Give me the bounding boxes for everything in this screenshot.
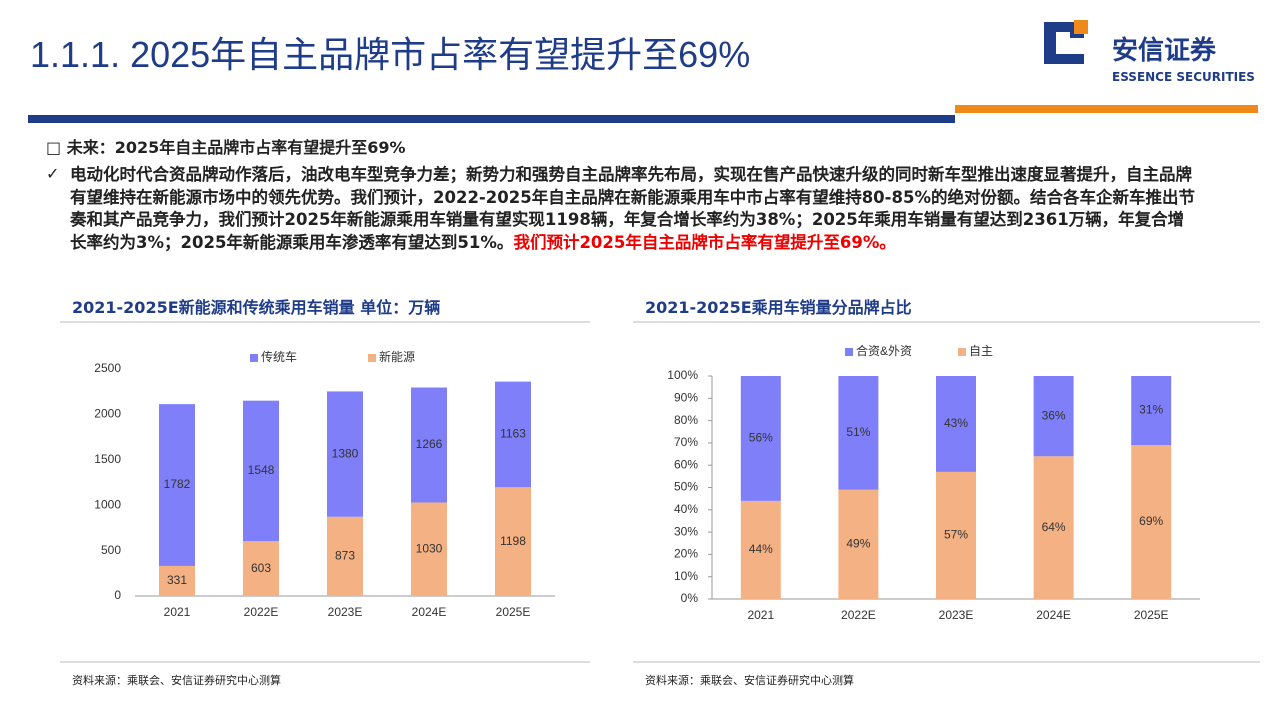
- bar-segment: [327, 516, 363, 596]
- logo-en: ESSENCE SECURITIES: [1112, 70, 1255, 84]
- y-tick-label: 60%: [674, 457, 698, 471]
- x-tick-label: 2022E: [244, 605, 279, 619]
- bar-segment: [838, 489, 879, 599]
- logo-cn: 安信证券: [1112, 36, 1217, 66]
- bar-segment: [740, 376, 781, 501]
- chart-source: 资料来源：乘联会、安信证券研究中心测算: [72, 674, 281, 687]
- legend-label: 自主: [969, 344, 993, 358]
- data-label: 36%: [1042, 408, 1066, 422]
- y-tick-label: 30%: [674, 524, 698, 538]
- rule-orange: [955, 105, 1258, 113]
- bar-segment: [243, 400, 279, 542]
- bullet-text: 电动化时代合资品牌动作落后，油改电车型竞争力差；新势力和强势自主品牌率先布局，实…: [70, 164, 1195, 254]
- chart-title: 2021-2025E新能源和传统乘用车销量 单位：万辆: [72, 298, 441, 317]
- bar-segment: [159, 565, 195, 596]
- data-label: 873: [335, 549, 355, 563]
- bar-segment: [1131, 445, 1172, 599]
- heading-text: 未来：2025年自主品牌市占率有望提升至69%: [66, 138, 406, 157]
- legend-swatch: [368, 354, 376, 362]
- x-tick-label: 2023E: [328, 605, 363, 619]
- x-tick-label: 2024E: [412, 605, 447, 619]
- bar-segment: [327, 391, 363, 517]
- bar-segment: [1033, 376, 1074, 457]
- data-label: 1782: [164, 477, 191, 491]
- rule-blue: [28, 115, 955, 123]
- bar-segment: [838, 376, 879, 490]
- x-tick-label: 2023E: [939, 608, 974, 622]
- data-label: 51%: [846, 425, 870, 439]
- y-tick-label: 80%: [674, 413, 698, 427]
- x-tick-label: 2021: [747, 608, 774, 622]
- data-label: 1198: [500, 534, 526, 548]
- y-tick-label: 90%: [674, 390, 698, 404]
- bar-segment: [411, 502, 447, 596]
- y-tick-label: 1000: [94, 497, 121, 511]
- y-tick-label: 20%: [674, 547, 698, 561]
- x-tick-label: 2025E: [496, 605, 531, 619]
- y-tick-label: 0: [114, 588, 121, 602]
- data-label: 331: [167, 573, 187, 587]
- y-tick-label: 40%: [674, 502, 698, 516]
- legend-label: 合资&外资: [856, 343, 912, 358]
- slide-title: 1.1.1. 2025年自主品牌市占率有望提升至69%: [30, 34, 751, 75]
- bar-segment: [1033, 456, 1074, 599]
- y-tick-label: 2500: [94, 361, 121, 375]
- chart-title: 2021-2025E乘用车销量分品牌占比: [645, 298, 912, 317]
- x-tick-label: 2022E: [841, 608, 876, 622]
- bullet-heading: □ 未来：2025年自主品牌市占率有望提升至69%: [46, 138, 406, 157]
- data-label: 1163: [500, 427, 526, 441]
- data-label: 1380: [332, 446, 359, 460]
- bar-segment: [1131, 376, 1172, 446]
- chart-source: 资料来源：乘联会、安信证券研究中心测算: [645, 674, 854, 687]
- data-label: 1266: [416, 437, 443, 451]
- y-tick-label: 70%: [674, 435, 698, 449]
- bar-segment: [495, 381, 531, 488]
- legend-label: 新能源: [379, 349, 415, 364]
- x-tick-label: 2021: [164, 605, 191, 619]
- y-tick-label: 500: [101, 543, 121, 557]
- x-tick-label: 2025E: [1134, 608, 1169, 622]
- body-text: 电动化时代合资品牌动作落后，油改电车型竞争力差；新势力和强势自主品牌率先布局，实…: [70, 165, 1195, 252]
- data-label: 56%: [749, 431, 773, 445]
- y-tick-label: 2000: [94, 407, 121, 421]
- data-label: 43%: [944, 416, 968, 430]
- data-label: 603: [251, 561, 271, 575]
- legend-swatch: [250, 354, 258, 362]
- data-label: 1548: [248, 463, 275, 477]
- bar-segment: [159, 404, 195, 566]
- data-label: 31%: [1139, 403, 1163, 417]
- bar-segment: [740, 500, 781, 599]
- data-label: 44%: [749, 542, 773, 556]
- legend-label: 传统车: [261, 349, 297, 364]
- y-tick-label: 0%: [681, 591, 699, 605]
- y-tick-label: 100%: [667, 368, 698, 382]
- bar-segment: [936, 471, 976, 599]
- x-tick-label: 2024E: [1036, 608, 1071, 622]
- y-tick-label: 1500: [94, 452, 121, 466]
- logo-mark: [1044, 20, 1088, 64]
- data-label: 69%: [1139, 514, 1163, 528]
- bar-segment: [243, 541, 279, 596]
- data-label: 49%: [846, 537, 870, 551]
- data-label: 1030: [416, 541, 443, 555]
- bar-segment: [411, 387, 447, 503]
- data-label: 57%: [944, 528, 968, 542]
- bar-segment: [495, 487, 531, 596]
- highlight-text: 我们预计2025年自主品牌市占率有望提升至69%。: [513, 232, 896, 252]
- check: ✓: [46, 164, 60, 183]
- legend-swatch: [958, 348, 966, 356]
- data-label: 64%: [1042, 520, 1066, 534]
- legend-swatch: [845, 348, 853, 356]
- bar-segment: [936, 376, 976, 472]
- y-tick-label: 10%: [674, 569, 698, 583]
- y-tick-label: 50%: [674, 480, 698, 494]
